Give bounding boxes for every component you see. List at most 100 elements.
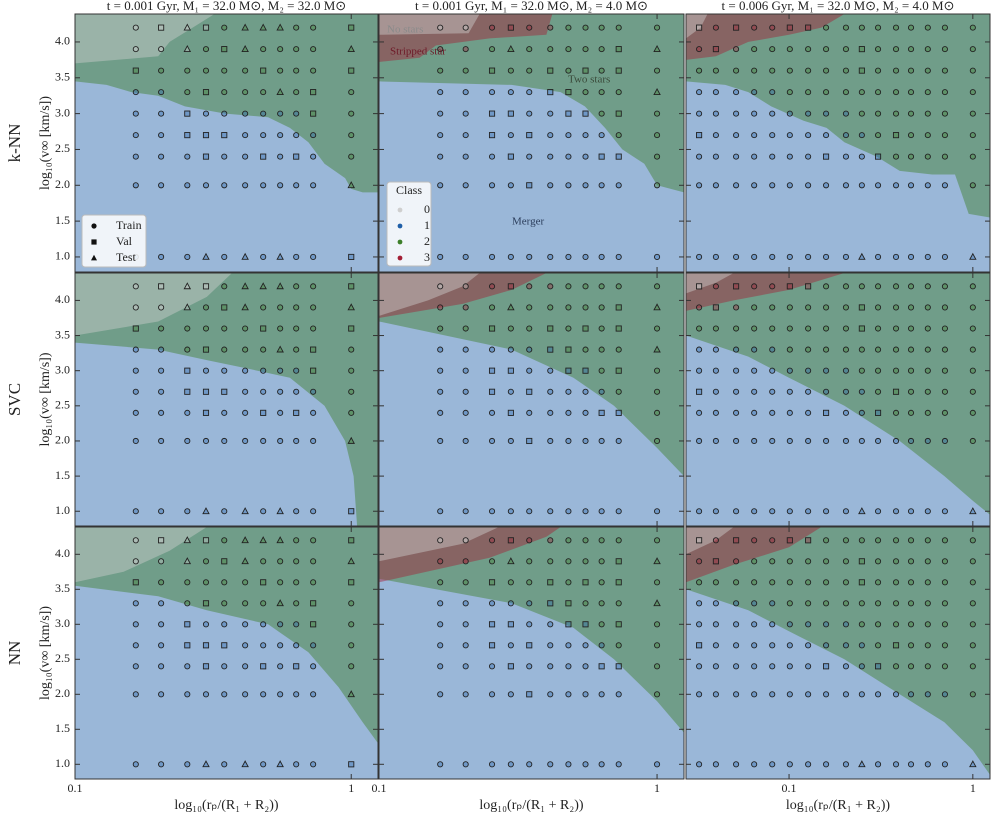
point-train [858,621,865,628]
point-val [582,67,589,74]
point-train [941,253,948,261]
point-train [907,153,915,160]
point-val [184,621,191,628]
y-tick-label: 3.0 [55,105,70,119]
point-train [437,153,444,160]
point-val [733,283,740,290]
point-train [582,24,589,31]
point-train [712,182,719,189]
point-train [293,110,300,117]
point-train [565,663,572,670]
point-train [242,153,249,160]
point-train [654,691,661,698]
point-train [462,89,469,96]
decision-region [379,273,684,477]
point-train [924,24,931,31]
point-train [696,153,703,160]
point-train [786,621,793,628]
point-train [751,537,758,544]
point-train [733,579,740,586]
point-train [941,537,948,544]
point-train [842,409,849,416]
point-train [969,346,976,353]
point-train [565,67,572,74]
point-train [565,325,572,332]
point-train [769,132,776,139]
point-train [293,89,300,96]
point-train [582,409,589,416]
point-train [842,367,849,374]
point-train [260,46,267,53]
point-train [769,579,776,586]
point-val [221,132,228,139]
point-train [842,325,849,332]
y-tick-label: 2.5 [55,651,70,665]
point-train [892,761,900,768]
point-val [507,24,514,31]
point-train [805,558,812,565]
point-train [751,508,758,515]
point-val [202,132,210,139]
region-background [686,14,990,272]
point-val [615,304,622,311]
point-train [969,409,976,416]
y-tick-label: 1.0 [55,503,70,517]
point-train [310,283,317,290]
point-train [823,600,830,607]
point-train [751,153,758,160]
point-train [158,132,165,139]
point-train [488,508,496,515]
point-val [348,253,355,261]
point-val [260,325,267,332]
point-train [712,283,719,290]
point-train [293,508,300,515]
point-train [892,663,900,670]
point-train [184,153,191,160]
point-train [875,691,882,698]
point-val [310,367,317,374]
point-train [842,508,849,515]
point-train [202,304,210,311]
point-train [221,367,228,374]
point-train [132,558,139,565]
point-train [547,304,554,311]
panel [75,527,378,779]
point-train [488,89,496,96]
point-train [526,621,533,628]
point-train [969,691,976,698]
point-train [202,437,210,445]
point-train [277,642,284,649]
point-train [941,642,948,649]
point-train [310,153,317,160]
point-train [547,110,554,117]
point-val [293,663,300,670]
decision-region [686,527,734,555]
point-val [202,409,210,416]
point-train [582,437,589,445]
point-train [526,110,533,117]
point-train [696,663,703,670]
point-val [310,621,317,628]
point-train [858,89,865,96]
panel [75,273,378,526]
point-train [565,153,572,160]
point-train [941,367,948,374]
point-train [547,691,554,698]
point-train [293,761,300,768]
point-train [310,253,317,261]
point-val [507,663,514,670]
point-val [526,182,533,189]
point-train [293,579,300,586]
point-train [221,621,228,628]
point-val [488,367,496,374]
point-train [805,367,812,374]
point-train [696,367,703,374]
point-val [348,283,355,290]
point-train [547,508,554,515]
point-train [907,346,915,353]
point-train [437,182,444,189]
point-val [565,346,572,353]
point-train [488,691,496,698]
point-val [892,132,900,139]
point-train [751,325,758,332]
